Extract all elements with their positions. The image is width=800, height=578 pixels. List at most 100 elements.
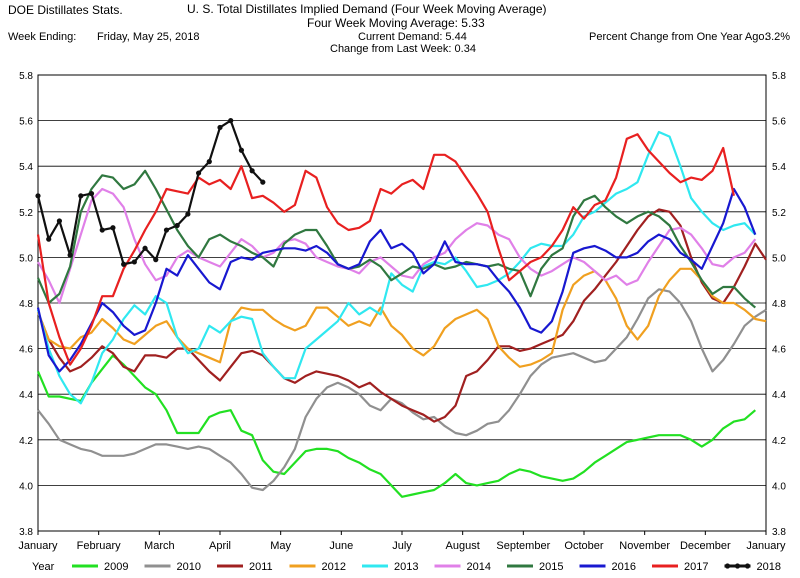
x-tick-label: February <box>77 540 122 552</box>
x-tick-label: October <box>564 540 603 552</box>
x-tick-label: November <box>619 540 670 552</box>
legend-label: 2012 <box>322 561 346 573</box>
legend-item-2009: 2009 <box>72 561 128 573</box>
y-tick-label-left: 5.4 <box>19 162 33 173</box>
y-tick-label-left: 5.2 <box>19 208 33 219</box>
data-point-2018 <box>217 124 223 131</box>
y-tick-label-left: 4.0 <box>19 481 33 492</box>
data-point-2018 <box>163 227 170 233</box>
legend-label: 2018 <box>757 561 781 573</box>
data-point-2018 <box>185 211 191 217</box>
legend-swatch-dot <box>724 563 731 569</box>
legend-item-2010: 2010 <box>144 561 201 573</box>
y-tick-label-right: 4.8 <box>772 299 786 310</box>
data-point-2018 <box>35 193 41 199</box>
y-tick-label-left: 4.6 <box>19 345 33 356</box>
legend-swatch-dot <box>734 563 741 569</box>
legend-item-2018: 2018 <box>724 561 781 573</box>
chart-subtitle: Four Week Moving Average: 5.33 <box>307 16 485 30</box>
data-point-2018 <box>238 147 245 153</box>
legend-item-2015: 2015 <box>507 561 563 573</box>
y-tick-label-right: 5.6 <box>772 117 786 128</box>
x-tick-label: December <box>680 540 731 552</box>
data-point-2018 <box>195 170 202 176</box>
series-2017 <box>36 133 735 366</box>
series-2011 <box>36 208 767 423</box>
data-point-2018 <box>46 236 52 242</box>
chart-title: U. S. Total Distillates Implied Demand (… <box>187 2 547 16</box>
data-point-2018 <box>153 257 159 263</box>
series-2016 <box>36 187 757 373</box>
legend-item-2014: 2014 <box>434 561 491 573</box>
y-tick-label-right: 4.0 <box>772 481 786 492</box>
x-tick-label: May <box>270 540 291 552</box>
x-tick-label: July <box>392 540 412 552</box>
legend-item-2011: 2011 <box>217 561 273 573</box>
data-point-2018 <box>260 179 266 185</box>
week-ending-label: Week Ending: <box>8 31 77 43</box>
series-2010 <box>37 288 767 492</box>
series-2018 <box>35 118 266 267</box>
legend-item-2013: 2013 <box>362 561 418 573</box>
y-tick-label-right: 5.8 <box>772 71 786 82</box>
series-2015 <box>36 169 757 309</box>
series-line-2017 <box>36 133 735 366</box>
y-tick-label-left: 3.8 <box>19 527 33 538</box>
y-tick-label-left: 4.4 <box>19 390 33 401</box>
x-tick-label: June <box>329 540 353 552</box>
data-point-2018 <box>131 259 137 265</box>
legend-item-2017: 2017 <box>652 561 708 573</box>
y-tick-label-left: 5.6 <box>19 117 33 128</box>
change-last-week: Change from Last Week: 0.34 <box>330 43 476 55</box>
series-line-2014 <box>37 187 757 305</box>
x-tick-label: January <box>746 540 786 552</box>
data-point-2018 <box>67 252 73 258</box>
source-label: DOE Distillates Stats. <box>8 3 123 17</box>
y-tick-label-right: 5.2 <box>772 208 786 219</box>
x-tick-label: March <box>144 540 175 552</box>
pct-change-value: 3.2% <box>765 31 791 43</box>
legend-label: 2009 <box>104 561 128 573</box>
series-2014 <box>37 187 757 305</box>
y-tick-label-right: 5.4 <box>772 162 786 173</box>
data-point-2018 <box>174 222 180 229</box>
data-point-2018 <box>249 168 255 174</box>
legend-title: Year <box>32 561 55 573</box>
y-tick-label-right: 3.8 <box>772 527 786 538</box>
legend-label: 2011 <box>249 561 273 573</box>
data-point-2018 <box>142 245 148 251</box>
x-tick-label: January <box>18 540 58 552</box>
x-tick-label: August <box>446 540 480 552</box>
data-point-2018 <box>110 225 116 231</box>
y-tick-label-left: 4.8 <box>19 299 33 310</box>
data-point-2018 <box>88 190 95 197</box>
series-line-2016 <box>36 187 757 373</box>
legend-label: 2016 <box>612 561 636 573</box>
data-point-2018 <box>121 261 127 267</box>
data-point-2018 <box>99 227 105 233</box>
y-tick-label-left: 4.2 <box>19 436 33 447</box>
series-line-2010 <box>37 288 767 492</box>
series-2009 <box>36 354 757 498</box>
pct-change-label: Percent Change from One Year Ago: <box>589 31 768 43</box>
legend-label: 2013 <box>394 561 418 573</box>
data-point-2018 <box>206 159 212 165</box>
data-point-2018 <box>228 118 234 124</box>
y-tick-label-left: 5.0 <box>19 253 33 264</box>
y-tick-label-right: 4.2 <box>772 436 786 447</box>
y-tick-label-left: 5.8 <box>19 71 33 82</box>
series-line-2009 <box>36 354 757 498</box>
legend-label: 2014 <box>467 561 491 573</box>
data-point-2018 <box>56 218 63 224</box>
series-line-2011 <box>36 208 767 423</box>
data-point-2018 <box>78 193 84 199</box>
legend-label: 2010 <box>177 561 201 573</box>
legend-item-2016: 2016 <box>579 561 636 573</box>
series-line-2015 <box>36 169 757 309</box>
legend-swatch-dot <box>744 563 751 569</box>
legend-label: 2015 <box>539 561 563 573</box>
x-tick-label: April <box>209 540 231 552</box>
y-tick-label-right: 4.4 <box>772 390 786 401</box>
x-tick-label: September <box>496 540 550 552</box>
